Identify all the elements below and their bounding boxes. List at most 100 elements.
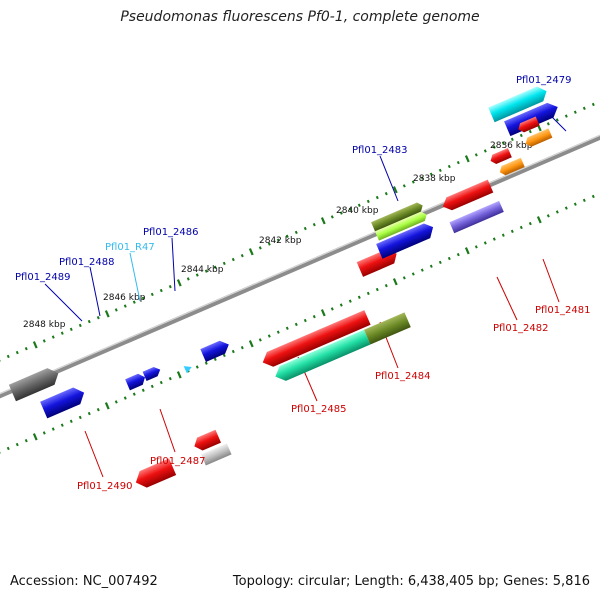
ruler-minor-tick <box>546 214 550 218</box>
gene-arrow[interactable] <box>440 179 494 213</box>
ruler-minor-tick <box>204 361 208 365</box>
ruler-minor-tick <box>501 233 505 237</box>
gene-arrow[interactable] <box>8 365 62 402</box>
ruler-minor-tick <box>402 276 406 280</box>
gene-arrow[interactable] <box>498 157 525 177</box>
gene-arrow[interactable] <box>260 310 371 370</box>
gene-arrow[interactable] <box>142 365 163 381</box>
gene-arrow[interactable] <box>376 221 437 259</box>
gene-label[interactable]: Pfl01_2490 <box>77 481 133 492</box>
ruler-minor-tick <box>285 326 289 330</box>
ruler-minor-tick <box>15 442 19 447</box>
ruler-minor-tick <box>357 295 361 299</box>
gene-arrow[interactable] <box>489 148 512 165</box>
ruler-minor-tick <box>411 180 415 184</box>
gene-arrow[interactable] <box>488 84 549 123</box>
ruler-minor-tick <box>411 272 415 276</box>
gene-arrow[interactable] <box>40 384 88 419</box>
ruler-minor-tick <box>222 353 226 358</box>
ruler-minor-tick <box>114 308 118 312</box>
ruler-minor-tick <box>294 322 298 327</box>
ruler-minor-tick <box>123 396 127 400</box>
gene-arrow[interactable] <box>272 329 371 384</box>
gene-arrow[interactable] <box>201 443 232 466</box>
gene-arrow[interactable] <box>375 210 429 241</box>
ruler-minor-tick <box>528 129 532 134</box>
ruler-minor-tick <box>168 284 172 289</box>
ruler-minor-tick <box>303 318 307 323</box>
gene-arrow[interactable] <box>516 116 540 133</box>
ruler-minor-tick <box>258 338 262 342</box>
ruler-minor-tick <box>231 257 235 262</box>
kbp-label: 2836 kbp <box>490 141 533 151</box>
gene-label[interactable]: Pfl01_2489 <box>15 272 71 283</box>
ruler-minor-tick <box>375 195 379 200</box>
gene-label[interactable]: Pfl01_2488 <box>59 257 115 268</box>
ruler-minor-tick <box>420 268 424 272</box>
ruler-major-tick <box>392 186 398 194</box>
leader-line-rna <box>129 252 141 302</box>
gene-label[interactable]: Pfl01_2479 <box>516 75 572 86</box>
gene-label[interactable]: Pfl01_2484 <box>375 371 431 382</box>
ruler-minor-tick <box>519 133 523 138</box>
ruler-minor-tick <box>591 194 595 199</box>
gene-label[interactable]: Pfl01_2486 <box>143 227 199 238</box>
ruler-minor-tick <box>303 226 307 231</box>
ruler-minor-tick <box>339 303 343 307</box>
gene-label[interactable]: Pfl01_2485 <box>291 404 347 415</box>
ruler-minor-tick <box>51 335 55 339</box>
ruler-major-tick <box>536 216 542 224</box>
gene-label[interactable]: Pfl01_2483 <box>352 145 408 156</box>
ruler-minor-tick <box>123 304 127 308</box>
gene-arrow[interactable] <box>371 201 425 232</box>
kbp-label: 2840 kbp <box>336 206 379 216</box>
rna-marker[interactable] <box>183 363 194 374</box>
ruler-minor-tick <box>456 160 460 165</box>
gene-arrow[interactable] <box>449 200 504 234</box>
ruler-major-tick <box>464 155 470 163</box>
ruler-minor-tick <box>132 300 136 304</box>
ruler-major-tick <box>248 248 254 256</box>
ruler-minor-tick <box>330 215 334 219</box>
ruler-minor-tick <box>339 211 343 215</box>
ruler-minor-tick <box>78 415 82 420</box>
gene-label[interactable]: Pfl01_2482 <box>493 323 549 334</box>
ruler-minor-tick <box>114 400 118 404</box>
ruler-minor-tick <box>582 198 586 203</box>
ruler-minor-tick <box>60 331 64 335</box>
gene-arrow[interactable] <box>125 372 147 391</box>
ruler-minor-tick <box>375 287 379 292</box>
genome-backbone <box>0 134 600 399</box>
genome-backbone-highlight <box>0 134 600 395</box>
gene-arrow[interactable] <box>192 429 222 453</box>
ruler-minor-tick <box>546 122 550 126</box>
ruler-track-upper <box>0 102 595 362</box>
ruler-minor-tick <box>213 357 217 361</box>
gene-label[interactable]: Pfl01_2487 <box>150 456 206 467</box>
ruler-major-tick <box>104 402 110 410</box>
ruler-major-tick <box>32 433 38 441</box>
ruler-minor-tick <box>186 277 190 281</box>
ruler-minor-tick <box>573 110 577 114</box>
ruler-minor-tick <box>69 419 73 423</box>
gene-arrow[interactable] <box>364 312 411 345</box>
gene-arrow[interactable] <box>132 458 177 490</box>
ruler-minor-tick <box>357 203 361 207</box>
ruler-minor-tick <box>213 265 217 269</box>
ruler-minor-tick <box>438 260 442 265</box>
ruler-minor-tick <box>42 431 46 435</box>
gene-arrow[interactable] <box>524 128 553 148</box>
ruler-major-tick <box>248 340 254 348</box>
leader-lines-upper <box>44 111 567 322</box>
ruler-minor-tick <box>24 439 28 443</box>
ruler-minor-tick <box>402 184 406 188</box>
gene-arrow[interactable] <box>200 338 231 362</box>
rna-label[interactable]: Pfl01_R47 <box>105 242 155 253</box>
ruler-minor-tick <box>6 354 10 359</box>
ruler-major-tick <box>32 341 38 349</box>
ruler-minor-tick <box>474 153 478 157</box>
ruler-minor-tick <box>573 202 577 206</box>
ruler-minor-tick <box>195 365 199 369</box>
gene-label[interactable]: Pfl01_2481 <box>535 305 591 316</box>
